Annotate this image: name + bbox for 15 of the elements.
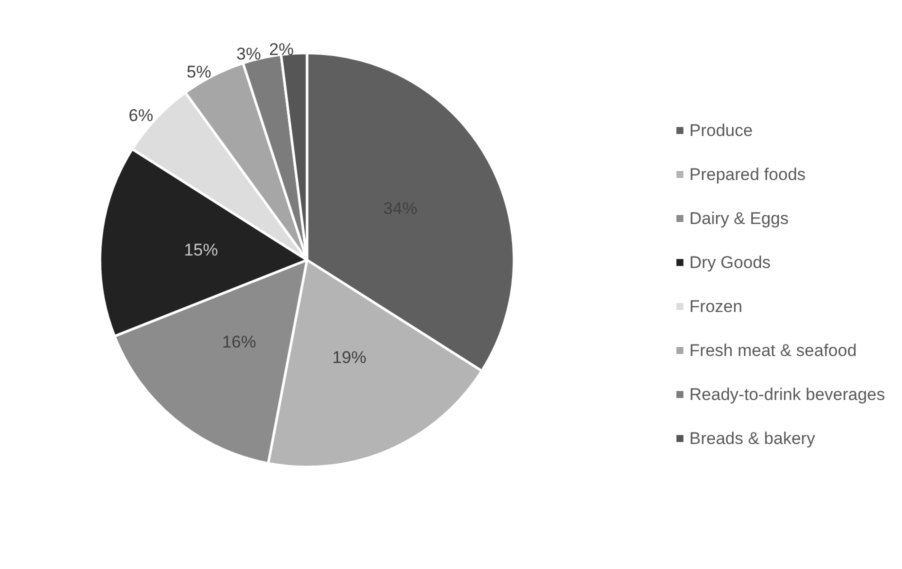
legend-label: Breads & bakery — [689, 429, 816, 448]
legend-label: Frozen — [689, 297, 742, 316]
legend-label: Prepared foods — [689, 165, 806, 184]
data-label: 6% — [128, 106, 154, 126]
legend-label: Produce — [689, 121, 753, 140]
data-label: 2% — [269, 40, 294, 59]
legend-label: Dry Goods — [689, 253, 771, 272]
legend-label: Ready-to-drink beverages — [689, 385, 886, 404]
data-label: 15% — [184, 240, 218, 260]
data-label: 5% — [186, 62, 212, 82]
legend-label: Dairy & Eggs — [689, 209, 789, 228]
legend-label: Fresh meat & seafood — [689, 341, 857, 360]
data-label: 3% — [236, 44, 261, 64]
data-label: 16% — [222, 332, 256, 352]
data-label: 19% — [332, 348, 366, 368]
